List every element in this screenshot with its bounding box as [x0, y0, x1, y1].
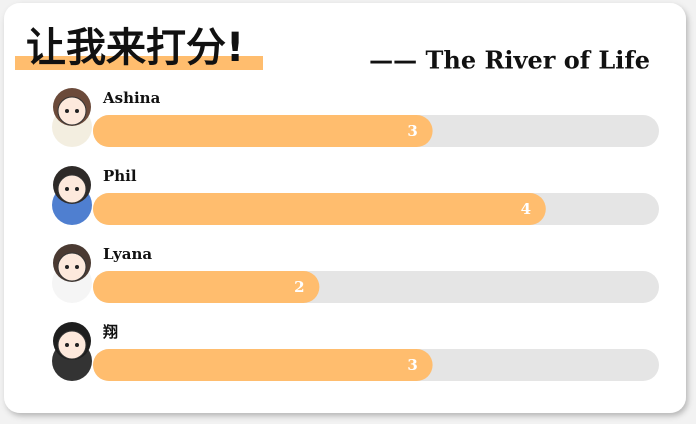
- avatar-eye: [75, 343, 79, 347]
- avatar-eye: [65, 187, 69, 191]
- avatar-face: [57, 330, 87, 360]
- category-label: Lyana: [103, 245, 152, 263]
- title-highlight: [15, 56, 263, 70]
- bar: [93, 271, 320, 303]
- chart-title: 让我来打分!: [26, 25, 244, 71]
- avatar-eye: [65, 265, 69, 269]
- category-label: 翔: [102, 323, 118, 341]
- avatar-eye: [75, 109, 79, 113]
- avatar-face: [57, 96, 87, 126]
- avatar-eye: [65, 343, 69, 347]
- value-label: 3: [407, 356, 417, 374]
- avatar-eye: [65, 109, 69, 113]
- avatar-eye: [75, 187, 79, 191]
- avatar-face: [57, 252, 87, 282]
- avatar-face: [57, 174, 87, 204]
- bar: [93, 115, 433, 147]
- bar: [93, 193, 546, 225]
- value-label: 2: [294, 278, 304, 296]
- value-label: 4: [521, 200, 531, 218]
- avatar-eye: [75, 265, 79, 269]
- bar: [93, 349, 433, 381]
- category-label: Ashina: [102, 89, 161, 107]
- value-label: 3: [407, 122, 417, 140]
- category-label: Phil: [103, 167, 137, 185]
- chart-subtitle: —— The River of Life: [369, 46, 650, 75]
